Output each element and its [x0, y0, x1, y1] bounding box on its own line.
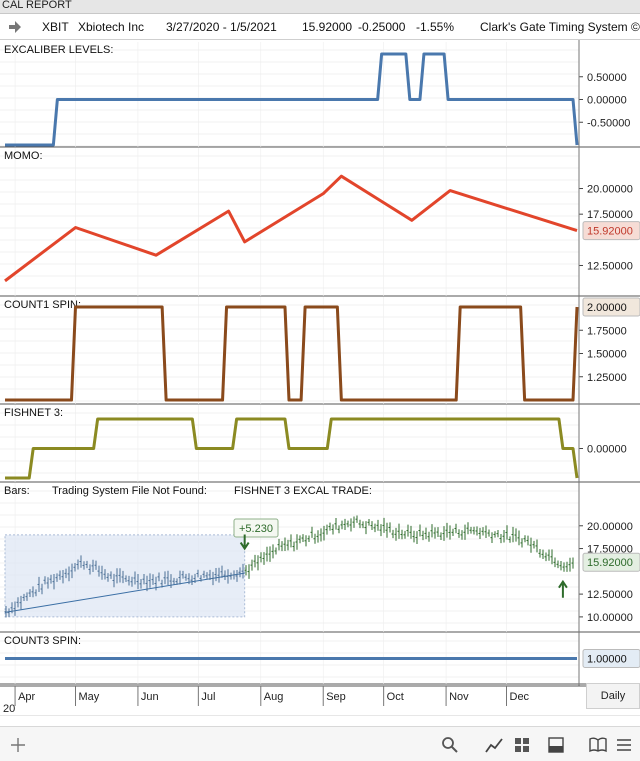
- arrow-right-icon[interactable]: [7, 19, 23, 35]
- panel-label: COUNT3 SPIN:: [4, 635, 81, 647]
- series-line: [5, 417, 579, 480]
- last-value-label: 15.92000: [587, 226, 633, 238]
- y-tick-label: 17.50000: [587, 544, 633, 556]
- last-value-label: 15.92000: [587, 557, 633, 569]
- y-tick-label: 1.50000: [587, 349, 627, 361]
- down-arrow-icon: [239, 534, 250, 551]
- panel-icon[interactable]: [546, 735, 566, 755]
- series-line: [5, 305, 579, 402]
- y-tick-label: 1.25000: [587, 372, 627, 384]
- panel-label: COUNT1 SPIN:: [4, 299, 81, 311]
- panel-label: Bars:: [4, 485, 30, 497]
- date-range: 3/27/2020 - 1/5/2021: [166, 20, 277, 34]
- add-icon[interactable]: [8, 735, 28, 755]
- x-year-label: 20: [3, 703, 15, 715]
- search-icon[interactable]: [440, 735, 460, 755]
- last-value-label: 1.00000: [587, 654, 627, 666]
- trade-annotation-box: [233, 518, 279, 538]
- y-tick-label: 0.50000: [587, 72, 627, 84]
- line-chart-icon[interactable]: [484, 735, 504, 755]
- last-value-tag: [582, 221, 640, 241]
- last-price: 15.92000: [302, 20, 353, 34]
- series-line: [5, 52, 579, 147]
- system-name: Clark's Gate Timing System ©: [480, 20, 640, 34]
- symbol-text: XBIT: [42, 20, 69, 34]
- trade-range-box: [4, 534, 246, 618]
- panel-label: FISHNET 3:: [4, 407, 63, 419]
- x-tick-label: Jun: [141, 691, 159, 703]
- company-name: Xbiotech Inc: [78, 20, 145, 34]
- x-tick-label: Sep: [326, 691, 346, 703]
- trend-line: [4, 572, 245, 613]
- y-tick-label: 0.00000: [587, 95, 627, 107]
- grid-icon[interactable]: [512, 735, 532, 755]
- x-tick-label: Dec: [510, 691, 530, 703]
- bottom-toolbar: [0, 726, 640, 761]
- last-value-tag: [582, 552, 640, 572]
- x-tick-label: Oct: [387, 691, 404, 703]
- window-titlebar: CAL REPORT: [0, 0, 640, 14]
- indicator-chart[interactable]: EXCALIBER LEVELS: 0.50000 0.00000 -0.50000 M…: [0, 40, 640, 716]
- x-tick-label: Nov: [449, 691, 469, 703]
- y-tick-label: 0.00000: [587, 444, 627, 456]
- y-tick-label: 20.00000: [587, 184, 633, 196]
- x-tick-label: Jul: [201, 691, 215, 703]
- price-change: -0.25000: [358, 20, 406, 34]
- y-tick-label: 17.50000: [587, 209, 633, 221]
- up-arrow-icon: [558, 579, 568, 598]
- last-value-tag: [582, 649, 640, 668]
- panel-label: FISHNET 3 EXCAL TRADE:: [234, 485, 372, 497]
- y-tick-label: 10.00000: [587, 612, 633, 624]
- y-tick-label: 12.50000: [587, 589, 633, 601]
- x-tick-label: May: [78, 691, 99, 703]
- panel-label: EXCALIBER LEVELS:: [4, 44, 113, 56]
- window-title: CAL REPORT: [2, 0, 72, 11]
- y-tick-label: 20.00000: [587, 521, 633, 533]
- series-line: [4, 174, 578, 283]
- period-selector[interactable]: Daily: [586, 683, 640, 709]
- book-icon[interactable]: [588, 735, 608, 755]
- list-icon[interactable]: [614, 735, 634, 755]
- x-tick-label: Aug: [264, 691, 284, 703]
- price-change-pct: -1.55%: [416, 20, 455, 34]
- panel-label: MOMO:: [4, 150, 43, 162]
- trade-annotation: +5.230: [239, 523, 273, 535]
- last-value-label: 2.00000: [587, 302, 627, 314]
- last-value-tag: [582, 297, 640, 317]
- y-tick-label: 1.75000: [587, 325, 627, 337]
- panel-label: Trading System File Not Found:: [52, 485, 207, 497]
- x-tick-label: Apr: [18, 691, 35, 703]
- y-tick-label: 12.50000: [587, 260, 633, 272]
- y-tick-label: -0.50000: [587, 117, 630, 129]
- symbol-info-bar: XBIT Xbiotech Inc 3/27/2020 - 1/5/2021 1…: [0, 14, 640, 40]
